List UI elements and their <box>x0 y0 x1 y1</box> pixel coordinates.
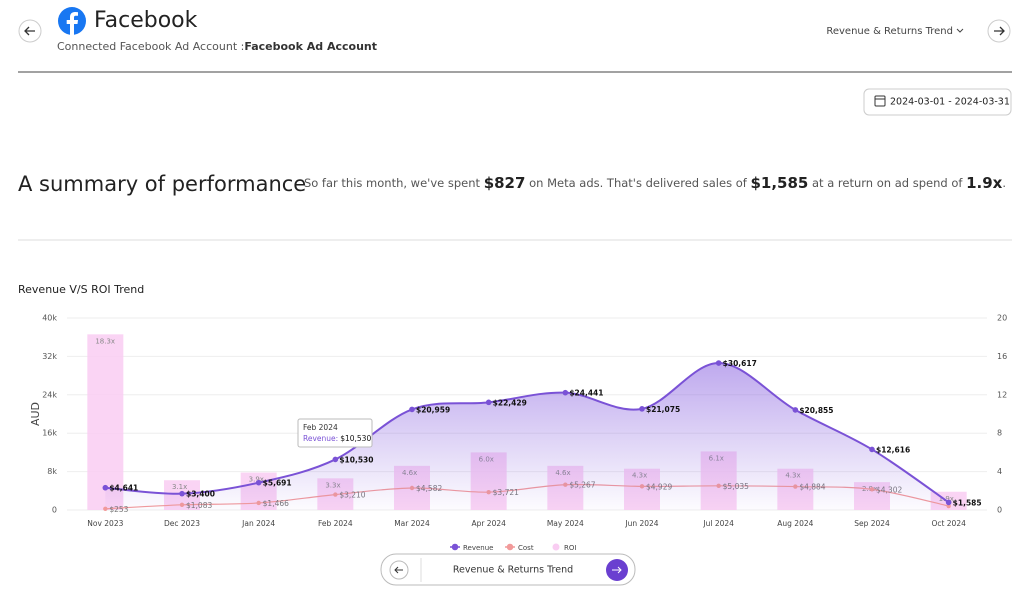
revenue-label: $20,959 <box>416 405 450 414</box>
y-tick-label: 40k <box>42 314 57 323</box>
date-range: 2024-03-01 - 2024-03-31 <box>890 97 1010 108</box>
legend-swatch <box>552 543 560 551</box>
legend-label: Cost <box>518 544 534 552</box>
summary-text: . <box>1002 176 1006 190</box>
chart-title: Revenue V/S ROI Trend <box>18 283 144 296</box>
legend-item[interactable]: Revenue <box>450 543 494 552</box>
revenue-point <box>945 499 952 506</box>
y-tick-label: 24k <box>42 390 57 399</box>
y2-tick-label: 16 <box>997 352 1007 361</box>
y2-tick-label: 4 <box>997 467 1002 476</box>
forward-button[interactable] <box>987 19 1011 43</box>
revenue-label: $21,075 <box>646 405 680 414</box>
tooltip-box <box>297 418 373 448</box>
x-tick-label: Jun 2024 <box>624 519 658 528</box>
revenue-point <box>255 479 262 486</box>
roi-label: 3.1x <box>172 483 187 491</box>
x-tick-label: Nov 2023 <box>87 519 123 528</box>
x-tick-label: Apr 2024 <box>471 519 506 528</box>
roi-label: 18.3x <box>95 337 115 345</box>
tooltip-body: Revenue: $10,530 <box>303 434 371 443</box>
legend-swatch <box>505 543 515 551</box>
revenue-point <box>102 484 109 491</box>
x-tick-label: Mar 2024 <box>394 519 430 528</box>
x-tick-label: Sep 2024 <box>854 519 890 528</box>
summary-highlight: $827 <box>484 174 526 192</box>
revenue-point <box>562 389 569 396</box>
x-tick-label: Jan 2024 <box>241 519 275 528</box>
summary-text: So far this month, we've spent <box>304 176 484 190</box>
y-tick-label: 16k <box>42 429 57 438</box>
roi-label: 3.9x <box>249 476 264 484</box>
x-tick-label: May 2024 <box>547 519 584 528</box>
revenue-point <box>639 406 645 412</box>
y2-tick-label: 8 <box>997 429 1002 438</box>
chart: 0 8k 16k 24k 32k 40k 0 4 8 12 16 20 Nov 2023 Dec 2023… <box>42 314 1007 529</box>
tooltip-title: Feb 2024 <box>303 423 338 432</box>
subtitle: Connected Facebook Ad Account :Facebook … <box>57 40 377 53</box>
summary-highlight: 1.9x <box>966 174 1003 192</box>
summary-title: A summary of performance <box>18 172 306 196</box>
revenue-label: $30,617 <box>723 359 757 368</box>
revenue-point <box>409 406 415 413</box>
revenue-point <box>715 360 722 366</box>
summary-text: at a return on ad spend of <box>808 176 966 190</box>
revenue-point <box>485 399 492 406</box>
revenue-label: $22,429 <box>493 398 527 407</box>
y-tick-label: 32k <box>42 352 57 361</box>
page-title: Facebook <box>94 8 198 33</box>
y2-tick-label: 0 <box>997 506 1002 515</box>
dropdown-icon <box>956 28 964 33</box>
nav-label: Revenue & Returns Trend <box>453 565 573 576</box>
roi-label: 1.9x <box>939 495 954 503</box>
date-picker[interactable]: 2024-03-01 - 2024-03-31 <box>863 88 1012 116</box>
x-tick-label: Aug 2024 <box>777 519 813 528</box>
view-select[interactable]: Revenue & Returns Trend <box>826 26 953 37</box>
legend-label: ROI <box>564 544 576 552</box>
revenue-point <box>332 456 339 463</box>
revenue-label: $1,585 <box>953 498 982 507</box>
revenue-point <box>792 407 799 413</box>
y-tick-label: 0 <box>52 506 57 515</box>
x-tick-label: Oct 2024 <box>931 519 966 528</box>
revenue-label: $3,400 <box>186 490 215 499</box>
roi-bar <box>87 334 124 510</box>
revenue-point <box>869 446 875 453</box>
x-tick-label: Feb 2024 <box>318 519 353 528</box>
revenue-area <box>105 363 949 510</box>
back-button[interactable] <box>18 19 42 43</box>
legend-swatch <box>450 543 460 551</box>
revenue-point <box>179 490 185 497</box>
revenue-label: $12,616 <box>876 445 910 454</box>
tooltip-value: $10,530 <box>340 434 371 443</box>
legend-label: Revenue <box>463 544 494 552</box>
tooltip: Feb 2024 Revenue: $10,530 <box>297 418 373 448</box>
x-tick-label: Jul 2024 <box>702 519 734 528</box>
legend-item[interactable]: Cost <box>505 543 534 552</box>
revenue-label: $5,691 <box>263 479 292 488</box>
y2-tick-label: 20 <box>997 314 1007 323</box>
summary-highlight: $1,585 <box>750 174 808 192</box>
revenue-label: $4,641 <box>109 484 138 493</box>
revenue-label: $10,530 <box>339 455 373 464</box>
bottom-nav: Revenue & Returns Trend <box>380 553 636 586</box>
x-tick-label: Dec 2023 <box>164 519 200 528</box>
y-axis-label: AUD <box>29 402 42 426</box>
revenue-label: $20,855 <box>799 406 833 415</box>
tooltip-label: Revenue: <box>303 434 338 443</box>
legend-item[interactable]: ROI <box>552 543 577 553</box>
summary-sentence: So far this month, we've spent $827 on M… <box>304 174 1006 192</box>
y2-tick-label: 12 <box>997 390 1007 399</box>
summary-text: on Meta ads. That's delivered sales of <box>525 176 750 190</box>
y-tick-label: 8k <box>47 467 57 476</box>
revenue-label: $24,441 <box>569 389 603 398</box>
facebook-logo <box>58 7 86 35</box>
